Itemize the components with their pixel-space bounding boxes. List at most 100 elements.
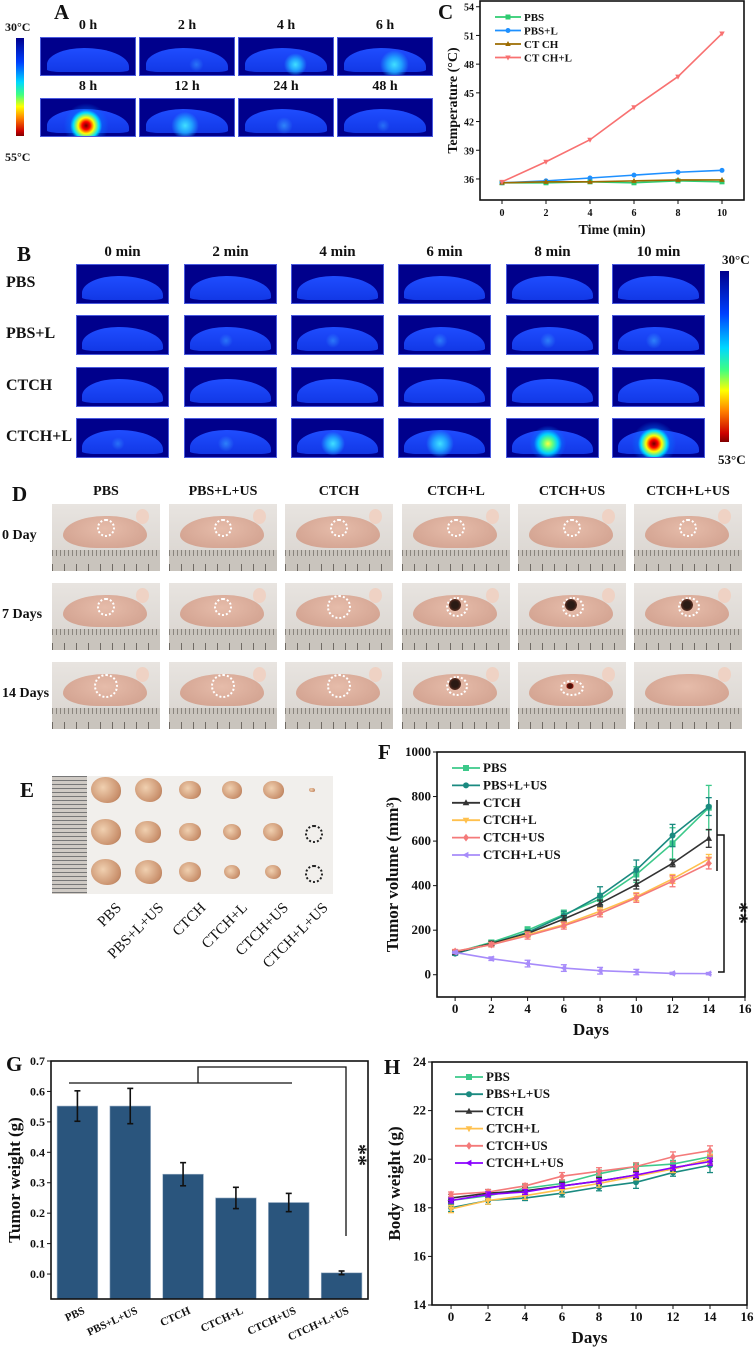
legend-label: CTCH+L: [486, 1121, 540, 1136]
excised-tumor: [222, 823, 242, 841]
data-point: [466, 1141, 472, 1150]
ruler: [52, 549, 160, 571]
thermal-image: [506, 367, 599, 407]
thermal-image: [612, 264, 705, 304]
thermal-image: [139, 37, 235, 76]
data-point: [465, 1126, 473, 1133]
x-tick-label: 10: [717, 208, 727, 219]
data-point: [633, 867, 640, 874]
x-tick-label: 4: [522, 1309, 529, 1324]
data-point: [705, 859, 712, 868]
scale-top-label: 30°C: [5, 20, 31, 34]
series-ct-ch: [499, 176, 725, 185]
data-point: [522, 1182, 529, 1190]
excised-tumor: [264, 864, 282, 880]
thermal-image: [337, 98, 433, 137]
heat-spot: [239, 38, 333, 75]
excised-tumor: [91, 859, 121, 885]
x-tick-label: 6: [561, 1001, 568, 1016]
data-point: [499, 179, 505, 185]
mouse-ear: [253, 667, 267, 683]
x-tick-label: 8: [596, 1309, 603, 1324]
data-point: [597, 892, 604, 899]
data-point: [669, 877, 676, 886]
ruler: [169, 628, 277, 650]
ruler: [285, 549, 393, 571]
y-tick-label: 0.3: [30, 1176, 45, 1190]
x-tick-label: 4: [524, 1001, 531, 1016]
y-tick-label: 51: [464, 31, 474, 42]
scale-top-label: 30°C: [722, 252, 750, 267]
day-label: 14 Days: [2, 686, 50, 701]
mouse-photo: [402, 662, 510, 729]
plot-frame: [479, 0, 745, 201]
legend-label: PBS+L+US: [486, 1086, 550, 1101]
heat-spot: [185, 316, 276, 354]
data-point: [706, 1158, 713, 1165]
excised-tumor: [91, 777, 121, 803]
thermal-image: [337, 37, 433, 76]
data-point: [669, 832, 676, 839]
series-line: [450, 1160, 711, 1202]
thermal-image: [76, 418, 169, 458]
group-label: CTCH+US: [538, 484, 606, 499]
significance-stars: **: [347, 1144, 372, 1166]
thermal-image: [398, 418, 491, 458]
tumor-marker-circle: [563, 519, 581, 537]
data-point: [670, 1161, 677, 1168]
mouse-ear: [486, 667, 500, 683]
y-tick-label: 22: [413, 1103, 426, 1118]
series-line: [454, 837, 710, 954]
x-tick-label: 14: [702, 1001, 716, 1016]
data-point: [631, 172, 637, 178]
tumor-marker-circle: [447, 519, 465, 537]
x-tick-label: 10: [630, 1001, 643, 1016]
y-tick-label: 18: [413, 1200, 427, 1215]
thermal-image: [184, 367, 277, 407]
ruler: [285, 628, 393, 650]
data-point: [463, 833, 469, 842]
mouse-photo: [169, 662, 277, 729]
ruler: [634, 628, 742, 650]
y-tick-label: 0.0: [30, 1267, 45, 1281]
thermal-image: [612, 315, 705, 355]
thermal-image: [612, 367, 705, 407]
series-ctch-l-us: [447, 1157, 714, 1204]
x-tick-label: 0: [448, 1309, 455, 1324]
data-point: [505, 55, 511, 61]
excised-tumor: [134, 778, 162, 802]
thermal-image: [76, 315, 169, 355]
mouse-ear: [369, 588, 383, 604]
data-point: [597, 909, 604, 918]
data-point: [543, 159, 549, 165]
x-tick-label: 6: [632, 208, 637, 219]
ruler: [634, 707, 742, 729]
data-point: [560, 921, 567, 930]
mouse-body: [644, 674, 730, 707]
series-line: [454, 951, 709, 975]
mouse-photo: [402, 583, 510, 650]
group-label: CTCH: [318, 484, 360, 499]
mouse-ear: [136, 667, 150, 683]
data-point: [524, 931, 531, 940]
thermal-image: [184, 418, 277, 458]
data-point: [558, 1182, 565, 1190]
mouse-ear: [369, 667, 383, 683]
panel-label-f: F: [378, 740, 391, 764]
mouse-photo: [634, 504, 742, 571]
series-line: [450, 1158, 711, 1210]
data-point: [596, 899, 604, 906]
data-point: [719, 176, 725, 182]
tumor-marker-circle: [327, 595, 351, 619]
data-point: [505, 41, 511, 46]
data-point: [633, 1162, 640, 1171]
heat-spot: [77, 419, 168, 457]
bar: [162, 1173, 204, 1300]
time-label: 0 min: [104, 244, 141, 260]
series-line: [454, 807, 710, 954]
y-tick-label: 45: [464, 89, 474, 100]
data-point: [462, 817, 470, 824]
x-tick-label: 4: [588, 208, 593, 219]
mouse-photo: [634, 583, 742, 650]
data-point: [447, 1206, 455, 1213]
